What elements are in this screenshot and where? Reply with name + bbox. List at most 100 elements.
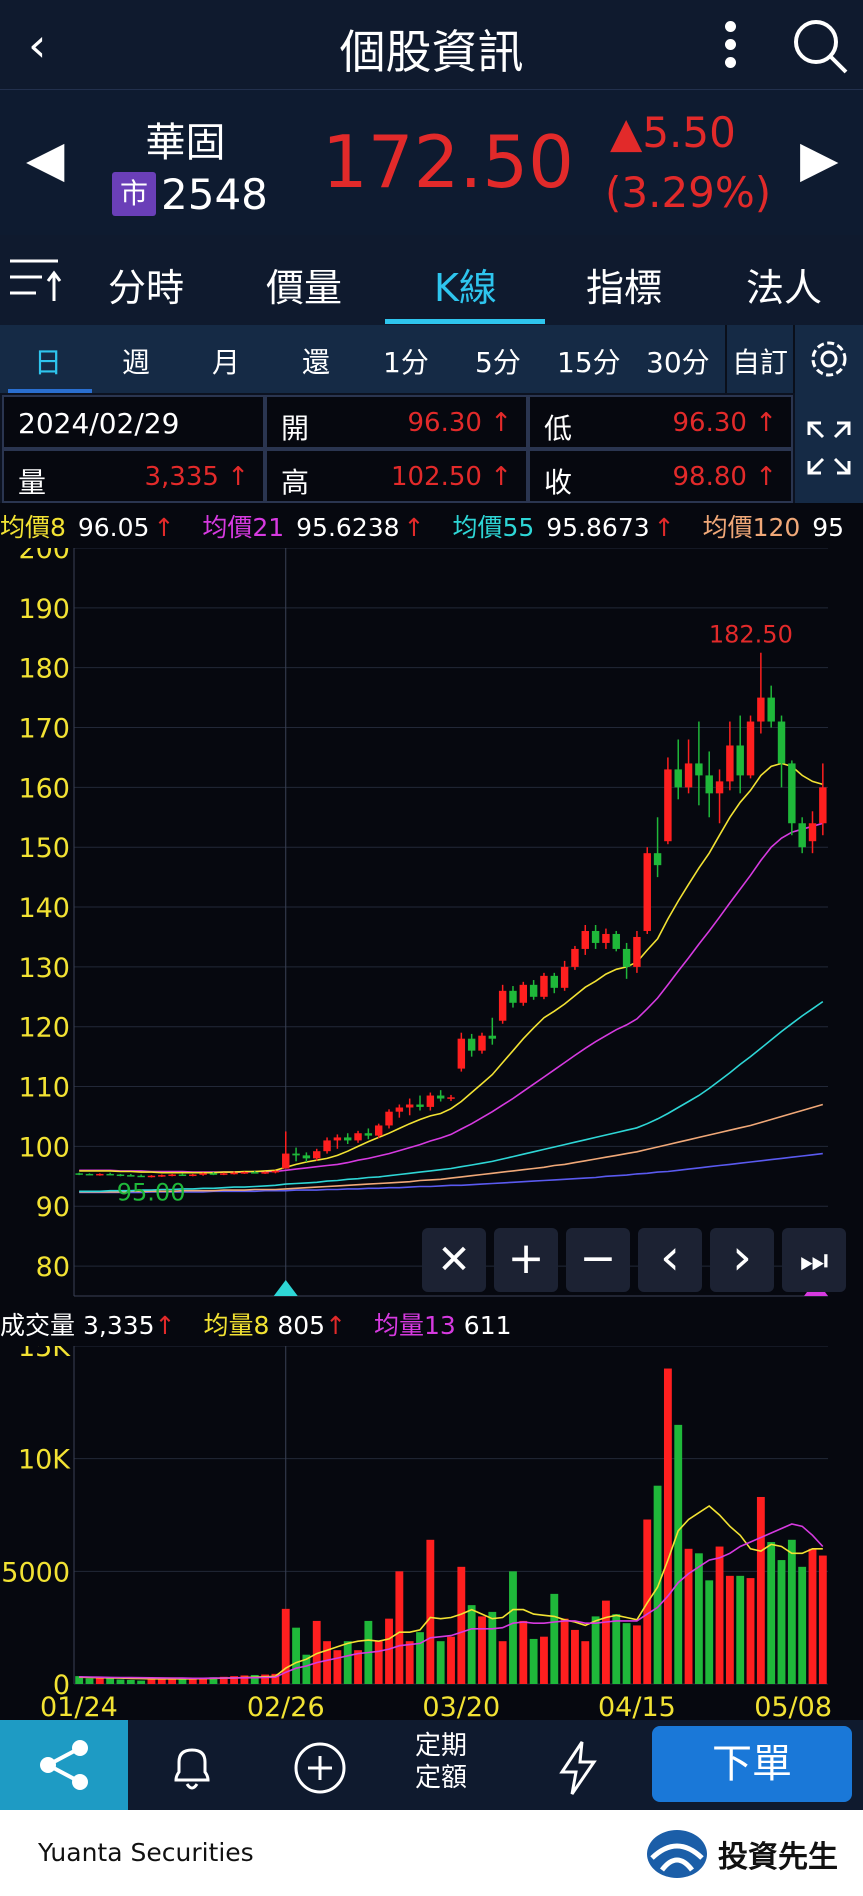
share-button[interactable]	[0, 1720, 128, 1810]
volume-chart[interactable]: 15K 10K 5000 001/24 02/26 03/20 04/15 05/08	[0, 1346, 863, 1720]
volume-bar	[787, 1539, 796, 1684]
timeframe-custom[interactable]: 自訂	[732, 346, 789, 379]
candle-body	[540, 975, 548, 997]
ma-legend-item-label: 均價120	[702, 513, 801, 542]
volume-bar	[591, 1616, 600, 1684]
date-tick-label: 02/26	[247, 1692, 325, 1720]
gear-icon[interactable]	[804, 334, 854, 384]
zoom-out-button[interactable]: −	[566, 1228, 630, 1292]
lightning-icon[interactable]	[548, 1738, 608, 1798]
ohlc-close-value: 98.80 ↑	[673, 462, 778, 492]
candle-body	[581, 930, 589, 949]
timeframe-5min[interactable]: 5分	[475, 346, 521, 379]
timeframe-1min[interactable]: 1分	[383, 346, 429, 379]
jump-to-end-button[interactable]: ⏭	[782, 1228, 846, 1292]
volume-bar	[312, 1620, 321, 1684]
divider	[793, 325, 795, 393]
volume-bar	[746, 1578, 755, 1684]
candle-body	[209, 1173, 218, 1175]
volume-bar	[818, 1555, 827, 1684]
ohlc-close-label: 收	[544, 466, 573, 499]
ohlc-low-cell: 低 96.30 ↑	[528, 395, 793, 449]
volume-bar	[653, 1485, 662, 1684]
add-circle-icon[interactable]	[290, 1738, 350, 1798]
next-stock-icon[interactable]: ▶	[800, 130, 839, 188]
up-arrow-icon: ↑	[490, 408, 512, 438]
timeframe-day[interactable]: 日	[34, 346, 63, 379]
back-chevron-icon[interactable]: ‹	[28, 18, 47, 72]
ohlc-high-number: 102.50	[390, 462, 482, 492]
market-badge: 市	[112, 172, 156, 216]
scroll-left-button[interactable]: ‹	[638, 1228, 702, 1292]
range-start-marker	[273, 1280, 298, 1296]
timeframe-restore[interactable]: 還	[302, 346, 331, 379]
tab-bar: 分時 價量 K線 指標 法人	[0, 235, 863, 325]
sort-menu-icon[interactable]	[6, 251, 66, 311]
ohlc-high-cell: 高 102.50 ↑	[265, 449, 528, 503]
tab-kline[interactable]: K線	[434, 266, 497, 310]
volume-bar	[426, 1539, 435, 1684]
candle-body	[240, 1172, 249, 1174]
volume-bar	[385, 1618, 393, 1684]
timeframe-15min[interactable]: 15分	[557, 346, 621, 379]
ma-legend-item-value: 96.05	[69, 513, 150, 542]
price-tick-label: 200	[18, 548, 70, 565]
volume-bar	[85, 1678, 94, 1684]
prev-stock-icon[interactable]: ◀	[26, 130, 65, 188]
fixed-investment-button[interactable]: 定期 定額	[415, 1730, 467, 1794]
price-tick-label: 110	[18, 1073, 70, 1104]
volume-bar	[622, 1623, 631, 1684]
candle-body	[622, 948, 631, 967]
search-icon[interactable]	[790, 16, 850, 76]
candle-body	[726, 745, 734, 782]
ma8-line	[79, 762, 824, 1174]
volume-bar	[694, 1553, 703, 1684]
price-tick-label: 180	[18, 654, 70, 685]
timeframe-week[interactable]: 週	[122, 346, 151, 379]
candle-body	[633, 936, 641, 967]
candle-body	[602, 933, 610, 943]
bell-icon[interactable]	[162, 1738, 222, 1798]
candle-body	[230, 1172, 238, 1175]
up-triangle-icon: ▲	[610, 108, 643, 157]
candle-body	[85, 1173, 94, 1176]
up-arrow-icon: ↑	[490, 462, 512, 492]
scroll-right-button[interactable]: ›	[710, 1228, 774, 1292]
volume-bar	[725, 1575, 734, 1684]
candle-body	[137, 1175, 145, 1178]
candle-body	[178, 1174, 187, 1177]
candle-body	[788, 763, 796, 824]
kline-price-chart[interactable]: 200 190 180 170 160 150 140 130 120 110 100 90 80 182…	[0, 548, 863, 1304]
volume-bar	[395, 1571, 404, 1684]
tab-institutional[interactable]: 法人	[746, 266, 823, 310]
volume-bar	[457, 1566, 466, 1684]
volume-bar	[333, 1650, 342, 1684]
up-arrow-icon: ↑	[153, 513, 175, 542]
zoom-in-button[interactable]: +	[494, 1228, 558, 1292]
reset-zoom-button[interactable]: ✕	[422, 1228, 486, 1292]
date-tick-label: 01/24	[40, 1692, 118, 1720]
date-tick-label: 05/08	[754, 1692, 832, 1720]
ohlc-open-value: 96.30 ↑	[408, 408, 513, 438]
timeframe-month[interactable]: 月	[212, 346, 241, 379]
tab-time-share[interactable]: 分時	[108, 266, 185, 310]
candle-body	[395, 1107, 404, 1112]
price-change-pct: (3.29%)	[605, 168, 772, 217]
divider	[725, 325, 727, 393]
ma-legend-item-value: 95.6238	[288, 513, 400, 542]
fixed-investment-label-top: 定期	[415, 1731, 468, 1761]
volume-bar	[354, 1650, 362, 1684]
timeframe-30min[interactable]: 30分	[646, 346, 710, 379]
place-order-button[interactable]: 下單	[652, 1726, 852, 1802]
tab-price-volume[interactable]: 價量	[266, 266, 343, 310]
candle-body	[106, 1173, 114, 1176]
candle-body	[612, 933, 620, 949]
up-arrow-icon: ↑	[403, 513, 425, 542]
fullscreen-expand-icon[interactable]	[795, 393, 863, 503]
more-vertical-icon[interactable]	[715, 18, 745, 72]
ohlc-open-label: 開	[281, 412, 310, 445]
tab-indicators[interactable]: 指標	[586, 266, 663, 310]
ma-legend: 均價8 96.05 ↑ 均價21 95.6238 ↑ 均價55 95.8673 ↑ 均價12…	[0, 508, 863, 548]
candle-body	[715, 781, 724, 794]
candle-body	[571, 948, 579, 967]
